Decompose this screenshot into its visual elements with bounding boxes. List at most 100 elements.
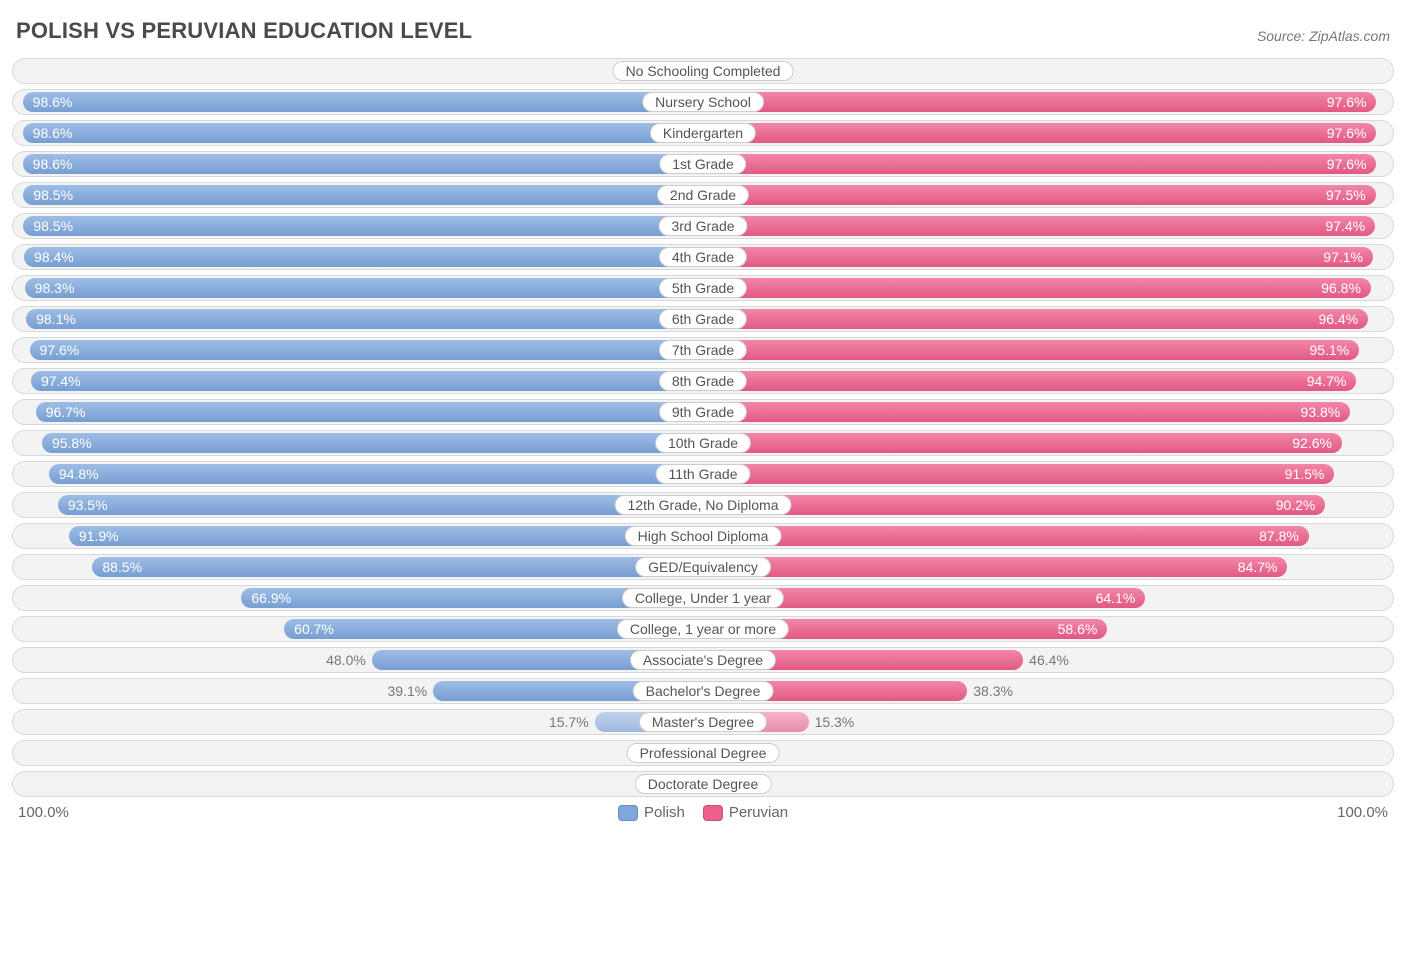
row-track: Master's Degree15.7%15.3% [12, 709, 1394, 735]
chart-row: 12th Grade, No Diploma93.5%90.2% [12, 492, 1394, 518]
row-track: 11th Grade94.8%91.5% [12, 461, 1394, 487]
legend-swatch-right [703, 805, 723, 821]
chart-row: Kindergarten 98.6% 97.6% [12, 120, 1394, 146]
chart-row: 2nd Grade98.5%97.5% [12, 182, 1394, 208]
row-track: 8th Grade 97.4% 94.7% [12, 368, 1394, 394]
chart-row: 4th Grade 98.4% 97.1% [12, 244, 1394, 270]
value-label-left: 98.5% [33, 187, 73, 203]
bar-left [23, 123, 703, 143]
axis-max-right: 100.0% [788, 804, 1394, 821]
value-label-right: 46.4% [1029, 652, 1069, 668]
chart-row: 5th Grade 98.3% 96.8% [12, 275, 1394, 301]
category-label: 5th Grade [659, 278, 747, 298]
bar-left [31, 371, 703, 391]
category-label: Professional Degree [627, 743, 780, 763]
chart-row: High School Diploma91.9%87.8% [12, 523, 1394, 549]
value-label-right: 95.1% [1310, 342, 1350, 358]
value-label-right: 96.8% [1321, 280, 1361, 296]
chart-row: 1st Grade98.6%97.6% [12, 151, 1394, 177]
row-track: Nursery School98.6%97.6% [12, 89, 1394, 115]
value-label-left: 15.7% [549, 714, 589, 730]
chart-row: Doctorate Degree1.9%1.8% [12, 771, 1394, 797]
value-label-right: 97.6% [1327, 156, 1367, 172]
bar-left [24, 247, 703, 267]
value-label-left: 98.4% [34, 249, 74, 265]
row-track: No Schooling Completed1.4%2.4% [12, 58, 1394, 84]
chart-row: No Schooling Completed1.4%2.4% [12, 58, 1394, 84]
category-label: 11th Grade [655, 464, 750, 484]
row-track: College, Under 1 year66.9%64.1% [12, 585, 1394, 611]
value-label-right: 92.6% [1292, 435, 1332, 451]
value-label-right: 38.3% [973, 683, 1013, 699]
row-track: 12th Grade, No Diploma93.5%90.2% [12, 492, 1394, 518]
bar-right [703, 402, 1350, 422]
category-label: 8th Grade [659, 371, 747, 391]
row-track: 3rd Grade98.5%97.4% [12, 213, 1394, 239]
value-label-left: 97.4% [41, 373, 81, 389]
bar-left [36, 402, 703, 422]
value-label-right: 84.7% [1238, 559, 1278, 575]
value-label-left: 39.1% [388, 683, 428, 699]
bar-left [23, 154, 703, 174]
value-label-right: 15.3% [815, 714, 855, 730]
value-label-left: 97.6% [40, 342, 80, 358]
chart-row: College, Under 1 year66.9%64.1% [12, 585, 1394, 611]
row-track: 5th Grade 98.3% 96.8% [12, 275, 1394, 301]
bar-left [69, 526, 703, 546]
category-label: 12th Grade, No Diploma [615, 495, 792, 515]
value-label-left: 98.6% [33, 94, 73, 110]
category-label: 7th Grade [659, 340, 747, 360]
row-track: Bachelor's Degree39.1%38.3% [12, 678, 1394, 704]
bar-right [703, 247, 1373, 267]
row-track: GED/Equivalency88.5%84.7% [12, 554, 1394, 580]
value-label-left: 98.6% [33, 125, 73, 141]
row-track: 4th Grade 98.4% 97.1% [12, 244, 1394, 270]
row-track: 9th Grade96.7%93.8% [12, 399, 1394, 425]
row-track: Professional Degree4.6%4.5% [12, 740, 1394, 766]
category-label: Doctorate Degree [635, 774, 772, 794]
bar-left [92, 557, 703, 577]
row-track: Associate's Degree48.0%46.4% [12, 647, 1394, 673]
category-label: No Schooling Completed [613, 61, 794, 81]
row-track: 6th Grade98.1%96.4% [12, 306, 1394, 332]
chart-title: POLISH VS PERUVIAN EDUCATION LEVEL [16, 18, 472, 44]
value-label-left: 98.6% [33, 156, 73, 172]
value-label-left: 88.5% [102, 559, 142, 575]
value-label-left: 98.5% [33, 218, 73, 234]
category-label: 10th Grade [655, 433, 751, 453]
chart-row: College, 1 year or more60.7%58.6% [12, 616, 1394, 642]
legend-item-left: Polish [618, 804, 685, 821]
row-track: Kindergarten 98.6% 97.6% [12, 120, 1394, 146]
category-label: Kindergarten [650, 123, 756, 143]
legend: Polish Peruvian [618, 804, 788, 821]
value-label-right: 94.7% [1307, 373, 1347, 389]
bar-right [703, 309, 1368, 329]
category-label: Associate's Degree [630, 650, 776, 670]
value-label-left: 98.3% [35, 280, 75, 296]
value-label-left: 91.9% [79, 528, 119, 544]
value-label-right: 97.1% [1323, 249, 1363, 265]
value-label-right: 97.6% [1327, 125, 1367, 141]
category-label: 2nd Grade [657, 185, 749, 205]
value-label-left: 93.5% [68, 497, 108, 513]
bar-right [703, 557, 1287, 577]
row-track: 7th Grade 97.6% 95.1% [12, 337, 1394, 363]
bar-right [703, 371, 1356, 391]
source-link[interactable]: ZipAtlas.com [1309, 28, 1390, 44]
value-label-left: 96.7% [46, 404, 86, 420]
legend-label-left: Polish [644, 804, 685, 821]
bar-right [703, 92, 1376, 112]
category-label: College, Under 1 year [622, 588, 784, 608]
value-label-left: 98.1% [36, 311, 76, 327]
category-label: 4th Grade [659, 247, 747, 267]
value-label-left: 60.7% [294, 621, 334, 637]
bar-right [703, 185, 1376, 205]
bar-right [703, 340, 1359, 360]
chart-row: Master's Degree15.7%15.3% [12, 709, 1394, 735]
bar-right [703, 216, 1375, 236]
value-label-left: 95.8% [52, 435, 92, 451]
category-label: 6th Grade [659, 309, 747, 329]
value-label-right: 91.5% [1285, 466, 1325, 482]
bar-left [23, 185, 703, 205]
row-track: 1st Grade98.6%97.6% [12, 151, 1394, 177]
